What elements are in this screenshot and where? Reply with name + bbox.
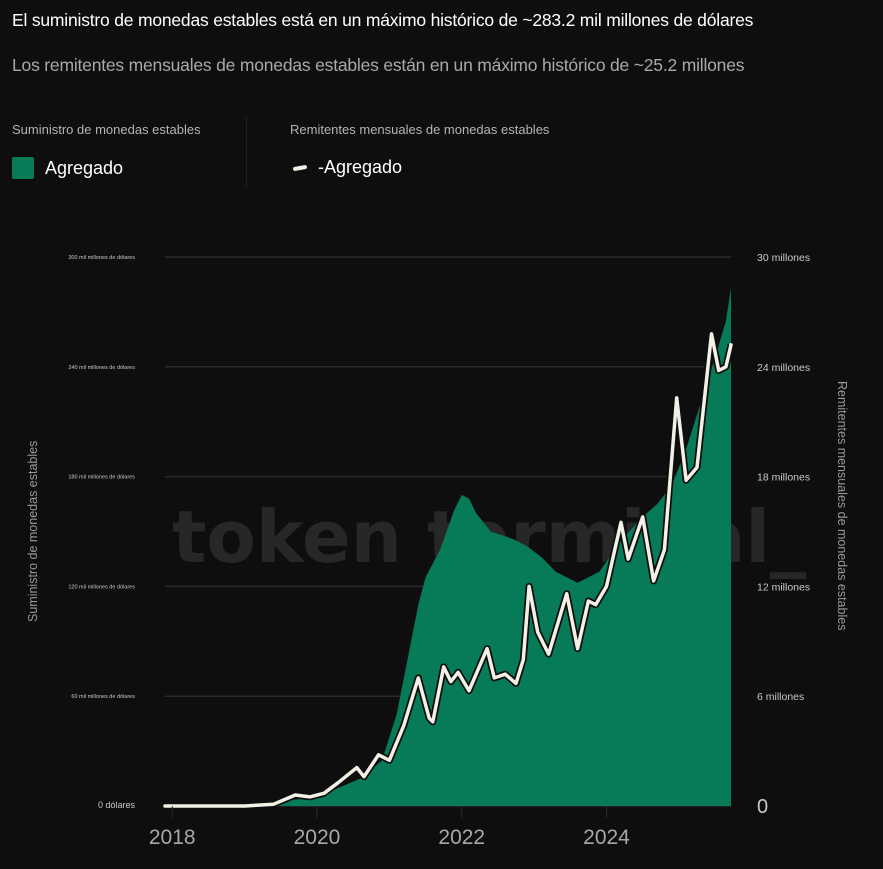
area-swatch-icon bbox=[12, 157, 34, 179]
legend-item-supply-aggregate[interactable]: Agregado bbox=[12, 157, 201, 179]
right-tick-label: 0 bbox=[757, 796, 768, 818]
left-tick-label: 300 mil millones de dólares bbox=[68, 255, 135, 261]
legend-group-supply: Suministro de monedas estables Agregado bbox=[12, 122, 201, 179]
left-tick-label: 60 mil millones de dólares bbox=[71, 694, 135, 700]
legend-item-senders-aggregate[interactable]: -Agregado bbox=[290, 157, 549, 178]
chart-title: El suministro de monedas estables está e… bbox=[12, 10, 754, 30]
right-tick-label: 30 millones bbox=[757, 252, 810, 264]
right-tick-label: 12 millones bbox=[757, 581, 810, 593]
left-tick-label: 0 dólares bbox=[98, 800, 136, 810]
x-tick-label: 2020 bbox=[294, 826, 341, 849]
x-tick-label: 2022 bbox=[438, 826, 485, 849]
legend-item-label: -Agregado bbox=[318, 157, 403, 177]
left-tick-label: 120 mil millones de dólares bbox=[68, 584, 135, 590]
legend-item-label: Agregado bbox=[45, 157, 124, 178]
legend-heading-senders: Remitentes mensuales de monedas estables bbox=[290, 122, 550, 137]
right-tick-label: 6 millones bbox=[757, 691, 804, 703]
left-axis-ticks: 0 dólares 60 mil millones de dólares 120 m… bbox=[68, 255, 135, 810]
legend-group-senders: Remitentes mensuales de monedas estables… bbox=[290, 122, 549, 178]
left-tick-label: 240 mil millones de dólares bbox=[68, 365, 135, 371]
x-tick-label: 2018 bbox=[149, 826, 196, 849]
x-axis-ticks: 2018 2020 2022 2024 bbox=[149, 806, 630, 849]
right-tick-label: 18 millones bbox=[757, 472, 810, 484]
legend-heading-supply: Suministro de monedas estables bbox=[12, 122, 201, 137]
x-tick-label: 2024 bbox=[583, 826, 630, 849]
right-tick-label: 24 millones bbox=[757, 362, 810, 374]
right-axis-title: Remitentes mensuales de monedas estables bbox=[835, 381, 849, 630]
supply-area-series bbox=[165, 287, 731, 806]
chart-subtitle: Los remitentes mensuales de monedas esta… bbox=[12, 55, 745, 75]
legend-divider bbox=[246, 116, 247, 188]
senders-line-series bbox=[163, 332, 733, 808]
right-axis-ticks: 0 6 millones 12 millones 18 millones 24 mill… bbox=[757, 252, 810, 818]
left-tick-label: 180 mil millones de dólares bbox=[68, 475, 135, 481]
left-axis-title: Suministro de monedas estables bbox=[26, 441, 40, 622]
